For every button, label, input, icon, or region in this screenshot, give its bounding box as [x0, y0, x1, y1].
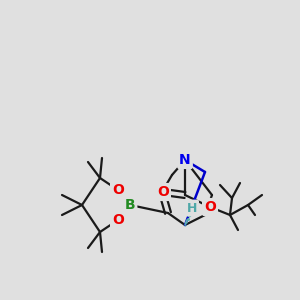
Text: O: O [157, 185, 169, 199]
Text: N: N [179, 153, 191, 167]
Text: O: O [112, 213, 124, 227]
Text: B: B [125, 198, 135, 212]
Text: O: O [112, 183, 124, 197]
Text: O: O [204, 200, 216, 214]
Text: H: H [187, 202, 197, 214]
